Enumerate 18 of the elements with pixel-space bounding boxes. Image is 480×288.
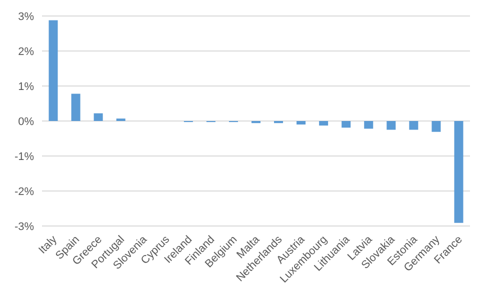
y-tick-label: -1% bbox=[14, 150, 34, 163]
bar bbox=[409, 121, 418, 130]
y-tick-label: 2% bbox=[18, 46, 34, 58]
bar bbox=[94, 113, 103, 121]
y-tick-label: -3% bbox=[14, 220, 34, 233]
bar bbox=[296, 121, 306, 124]
bar bbox=[454, 121, 464, 223]
y-tick-label: 1% bbox=[18, 80, 34, 93]
bar bbox=[364, 121, 374, 129]
bar bbox=[48, 20, 58, 121]
y-tick-label: -2% bbox=[14, 186, 34, 198]
y-tick-label: 3% bbox=[18, 10, 34, 23]
bar bbox=[319, 121, 328, 126]
bar bbox=[432, 121, 441, 132]
y-tick-label: 0% bbox=[18, 116, 34, 128]
bar bbox=[386, 121, 396, 130]
bar bbox=[71, 94, 80, 121]
bar bbox=[342, 121, 351, 128]
